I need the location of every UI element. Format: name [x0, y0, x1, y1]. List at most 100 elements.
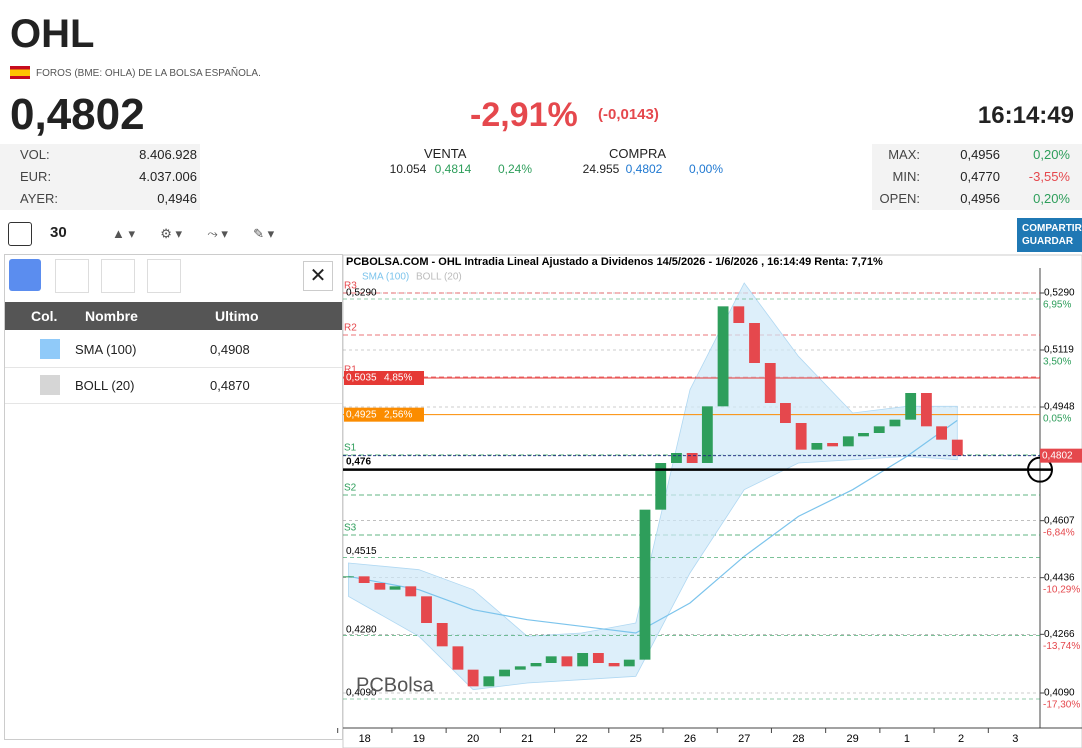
cursor-label: 0,476 [346, 456, 371, 467]
chart-title: PCBOLSA.COM - OHL Intradia Lineal Ajusta… [346, 256, 883, 268]
swatch [40, 375, 60, 395]
level-label: 0,5035 [346, 373, 377, 384]
pivot-name: R2 [344, 323, 357, 334]
tab[interactable] [55, 259, 89, 293]
pivot-name: S3 [344, 523, 357, 534]
panel-toggle[interactable] [8, 222, 32, 246]
row-last: 0,4908 [210, 342, 250, 357]
stats-right [872, 144, 1082, 210]
candle [858, 433, 869, 437]
tab[interactable] [101, 259, 135, 293]
candle [686, 453, 698, 463]
x-tick-label: 1 [904, 733, 910, 745]
level-label: 0,4090 [346, 688, 377, 699]
x-tick-label: 28 [792, 733, 804, 745]
stat-label: VOL: [20, 147, 50, 162]
candle [873, 426, 885, 433]
level-box [344, 407, 424, 422]
time: 16:14:49 [977, 102, 1074, 129]
stat-pct: -3,55% [1028, 169, 1070, 184]
candle [951, 439, 963, 456]
stat-label: MIN: [892, 169, 920, 184]
candle [733, 306, 745, 323]
candle [749, 323, 760, 363]
candle [717, 306, 729, 407]
candle [483, 676, 495, 687]
x-tick-label: 2 [958, 733, 964, 745]
row-name: SMA (100) [75, 342, 137, 357]
row-sep [5, 367, 342, 368]
ticker: OHL [10, 12, 95, 56]
period[interactable]: 30 [50, 224, 67, 241]
candle [936, 426, 947, 440]
x-tick-label: 19 [413, 733, 425, 745]
tab-active[interactable] [9, 259, 41, 291]
order-cell: 0,24% [497, 162, 533, 176]
sell-label: VENTA [424, 146, 467, 161]
candle [905, 393, 917, 420]
candle [701, 406, 713, 463]
candle [343, 576, 354, 578]
candle [592, 653, 604, 663]
column-header: Col. [31, 308, 58, 324]
share-button[interactable]: COMPARTIR GUARDAR [1017, 218, 1082, 252]
y-tick-pct: -6,84% [1043, 527, 1075, 538]
tab[interactable] [147, 259, 181, 293]
panel-header [5, 302, 342, 330]
flag [10, 66, 30, 79]
y-tick-label: 0,4607 [1044, 515, 1075, 526]
x-tick-label: 27 [738, 733, 750, 745]
pivot-name: R3 [344, 281, 357, 292]
x-tick-label: 25 [630, 733, 642, 745]
sma-line [348, 419, 958, 634]
level-label: 0,5290 [346, 288, 377, 299]
x-tick-label: 20 [467, 733, 479, 745]
save: GUARDAR [1022, 236, 1074, 247]
y-tick-label: 0,5119 [1044, 345, 1074, 356]
candle [561, 656, 573, 667]
candle [655, 463, 667, 510]
candle [764, 363, 776, 403]
stat-pct: 0,20% [1033, 191, 1070, 206]
panel: ✕ Col. Nombre Ultimo SMA (100) 0,4908 BOLL (2… [4, 254, 343, 740]
candle [842, 436, 854, 447]
candle [374, 583, 386, 590]
stat-value: 0,4956 [960, 191, 1000, 206]
change-abs: (-0,0143) [598, 106, 659, 123]
candle [795, 423, 807, 450]
candle [545, 656, 557, 663]
order-cell: 0,00% [688, 162, 724, 176]
candle [452, 646, 464, 670]
toolbar-icons[interactable]: ▲ ▾ ⚙ ▾ ⤳ ▾ ✎ ▾ [112, 226, 275, 241]
y-tick-pct: 3,50% [1043, 357, 1071, 368]
y-tick-pct: -10,29% [1043, 584, 1080, 595]
price: 0,4802 [10, 90, 145, 139]
stat-value: 0,4770 [960, 169, 1000, 184]
candle [405, 586, 417, 597]
y-tick-label: 0,4948 [1044, 402, 1075, 413]
candle [608, 663, 620, 667]
exchange: FOROS (BME: OHLA) DE LA BOLSA ESPAÑOLA. [36, 68, 261, 79]
stats-left [0, 144, 200, 210]
change-pct: -2,91% [470, 96, 578, 134]
stat-value: 0,4956 [960, 147, 1000, 162]
x-tick-label: 22 [575, 733, 587, 745]
stat-label: OPEN: [879, 191, 920, 206]
pivot-name: S1 [344, 443, 357, 454]
stat-value: 8.406.928 [139, 147, 197, 162]
close[interactable]: ✕ [303, 261, 333, 291]
order-cell: 0,4802 [625, 162, 663, 176]
y-tick-pct: -17,30% [1043, 700, 1080, 711]
y-tick-label: 0,5290 [1044, 288, 1075, 299]
order-cell: 0,4814 [434, 162, 472, 176]
watermark: PCBolsa [356, 674, 435, 696]
candle [623, 659, 635, 667]
level-label: 0,4280 [346, 624, 377, 635]
level-pct: 4,85% [384, 373, 412, 384]
y-tick-pct: -13,74% [1043, 641, 1080, 652]
last-label: 0,4802 [1042, 450, 1073, 461]
candle [920, 393, 932, 427]
swatch [40, 339, 60, 359]
column-header: Nombre [85, 308, 138, 324]
